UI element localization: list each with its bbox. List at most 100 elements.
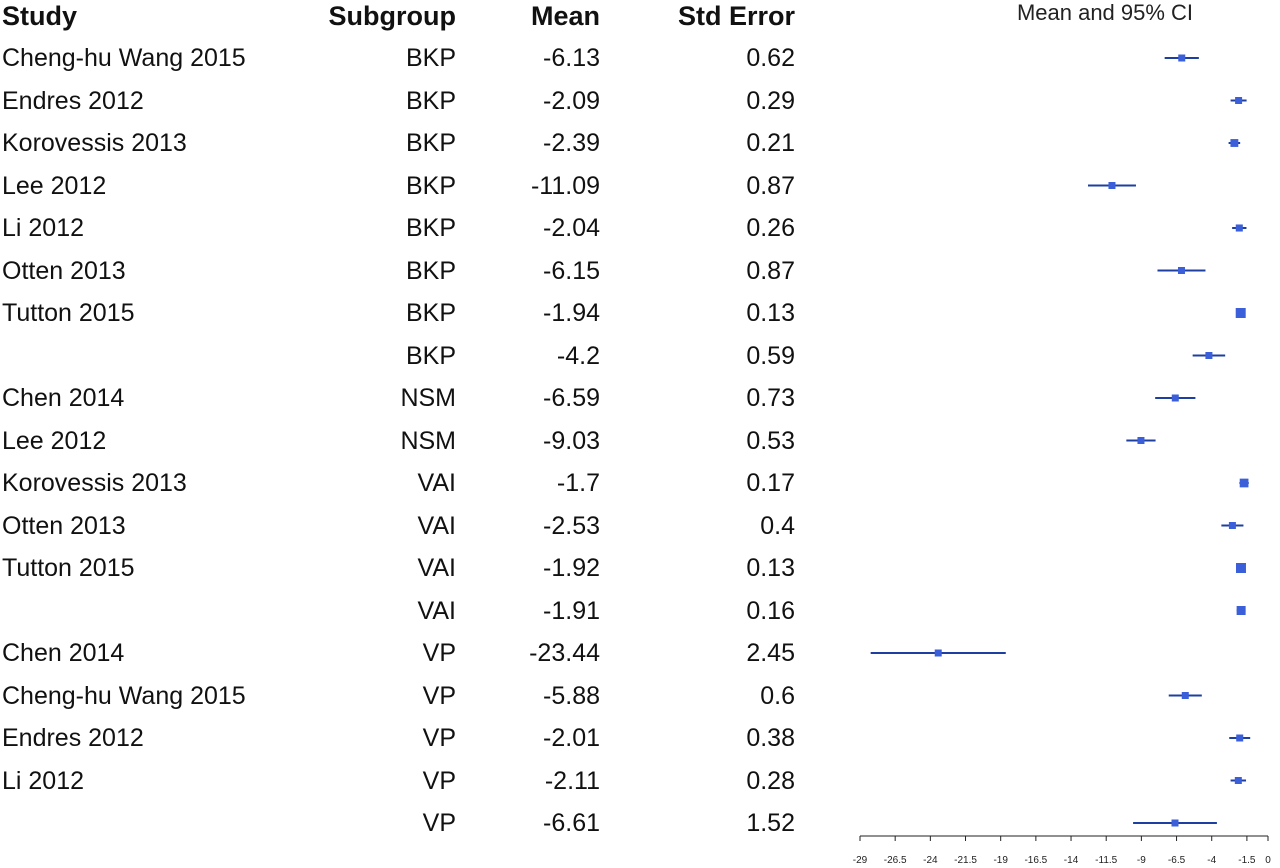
cell-std-error: 0.87 xyxy=(746,256,795,285)
cell-subgroup: NSM xyxy=(400,426,456,455)
cell-std-error: 0.29 xyxy=(746,86,795,115)
cell-mean: -6.13 xyxy=(543,44,600,72)
point-estimate-marker xyxy=(1171,394,1179,402)
cell-mean: -1.94 xyxy=(543,299,600,327)
header-study: Study xyxy=(2,1,78,31)
cell-mean: -2.04 xyxy=(543,214,600,242)
x-tick-label: -1.5 xyxy=(1238,855,1256,866)
cell-std-error: 0.87 xyxy=(746,171,795,200)
cell-subgroup: VAI xyxy=(417,554,456,582)
x-tick-label: -11.5 xyxy=(1095,855,1117,866)
cell-study: Li 2012 xyxy=(2,766,85,795)
point-estimate-marker xyxy=(1137,437,1145,444)
cell-std-error: 2.45 xyxy=(746,639,795,667)
cell-study: Endres 2012 xyxy=(2,724,144,752)
cell-study: Lee 2012 xyxy=(2,171,107,200)
point-estimate-marker xyxy=(1178,54,1186,62)
cell-subgroup: VP xyxy=(422,809,456,837)
cell-std-error: 0.6 xyxy=(760,681,795,710)
point-estimate-marker xyxy=(1235,97,1243,104)
cell-mean: -2.01 xyxy=(543,724,600,752)
x-tick-label: -21.5 xyxy=(954,855,977,866)
cell-subgroup: VP xyxy=(422,766,456,795)
cell-mean: -2.39 xyxy=(543,129,600,157)
point-estimate-marker xyxy=(1239,478,1249,488)
cell-std-error: 0.28 xyxy=(746,766,795,795)
cell-subgroup: BKP xyxy=(405,256,456,285)
cell-study: Korovessis 2013 xyxy=(2,469,187,497)
cell-mean: -5.88 xyxy=(543,681,600,710)
cell-std-error: 0.53 xyxy=(746,426,795,455)
point-estimate-marker xyxy=(1235,563,1246,573)
point-estimate-marker xyxy=(1108,182,1116,189)
point-estimate-marker xyxy=(1234,777,1242,784)
cell-study: Chen 2014 xyxy=(2,384,125,412)
x-tick-label: -16.5 xyxy=(1024,855,1047,866)
plot-title: Mean and 95% CI xyxy=(1016,0,1194,25)
cell-study: Tutton 2015 xyxy=(2,299,135,327)
cell-std-error: 0.62 xyxy=(746,44,795,72)
cell-mean: -9.03 xyxy=(543,426,600,455)
cell-mean: -6.61 xyxy=(543,809,600,837)
cell-std-error: 0.73 xyxy=(746,384,795,412)
header-mean: Mean xyxy=(530,1,600,31)
cell-mean: -1.7 xyxy=(556,469,600,497)
point-estimate-marker xyxy=(1236,734,1244,742)
cell-subgroup: VP xyxy=(422,681,456,710)
x-tick-label: -24 xyxy=(923,855,938,866)
x-tick-label: -26.5 xyxy=(884,855,907,866)
point-estimate-marker xyxy=(1230,139,1239,147)
cell-study: Endres 2012 xyxy=(2,86,144,115)
cell-subgroup: BKP xyxy=(405,171,456,200)
cell-subgroup: VAI xyxy=(417,511,456,540)
cell-subgroup: NSM xyxy=(400,384,456,412)
x-tick-label: -4 xyxy=(1207,855,1216,866)
cell-subgroup: BKP xyxy=(405,341,456,370)
x-tick-label: 0 xyxy=(1265,855,1271,866)
cell-mean: -6.59 xyxy=(543,384,600,412)
cell-std-error: 0.17 xyxy=(746,469,795,497)
point-estimate-marker xyxy=(1181,692,1189,699)
cell-subgroup: VP xyxy=(422,639,456,667)
cell-std-error: 0.4 xyxy=(760,511,795,540)
header-std-error: Std Error xyxy=(677,1,795,31)
x-tick-label: -6.5 xyxy=(1168,855,1186,866)
point-estimate-marker xyxy=(1177,267,1185,274)
x-tick-label: -29 xyxy=(853,855,868,866)
cell-subgroup: BKP xyxy=(405,44,456,72)
point-estimate-marker xyxy=(934,649,942,657)
point-estimate-marker xyxy=(1228,522,1236,529)
point-estimate-marker xyxy=(1205,352,1213,359)
cell-study: Tutton 2015 xyxy=(2,554,135,582)
header-subgroup: Subgroup xyxy=(328,1,456,31)
x-tick-label: -14 xyxy=(1064,855,1079,866)
point-estimate-marker xyxy=(1235,224,1243,232)
cell-subgroup: VP xyxy=(422,724,456,752)
cell-std-error: 0.21 xyxy=(746,129,795,157)
cell-study: Chen 2014 xyxy=(2,639,125,667)
cell-mean: -4.2 xyxy=(556,341,600,370)
cell-study: Otten 2013 xyxy=(2,256,126,285)
cell-std-error: 0.38 xyxy=(746,724,795,752)
cell-subgroup: VAI xyxy=(417,469,456,497)
cell-subgroup: BKP xyxy=(405,86,456,115)
cell-std-error: 1.52 xyxy=(746,809,795,837)
cell-subgroup: BKP xyxy=(405,129,456,157)
cell-mean: -2.53 xyxy=(543,511,600,540)
x-tick-label: -9 xyxy=(1137,855,1146,866)
cell-mean: -11.09 xyxy=(530,171,600,200)
cell-study: Li 2012 xyxy=(2,214,85,242)
cell-study: Korovessis 2013 xyxy=(2,129,187,157)
point-estimate-marker xyxy=(1236,606,1246,615)
cell-std-error: 0.13 xyxy=(746,299,795,327)
cell-study: Cheng-hu Wang 2015 xyxy=(2,681,246,710)
cell-subgroup: BKP xyxy=(405,214,456,242)
cell-std-error: 0.13 xyxy=(746,554,795,582)
cell-study: Otten 2013 xyxy=(2,511,126,540)
cell-study: Cheng-hu Wang 2015 xyxy=(2,44,246,72)
cell-std-error: 0.26 xyxy=(746,214,795,242)
cell-mean: -1.92 xyxy=(543,554,600,582)
cell-mean: -6.15 xyxy=(543,256,600,285)
cell-mean: -1.91 xyxy=(543,596,600,625)
